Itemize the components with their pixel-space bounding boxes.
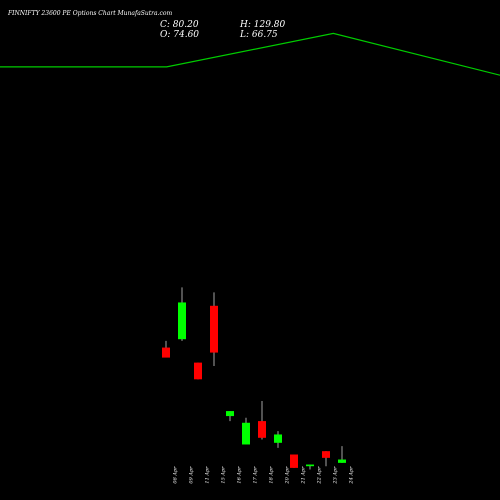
low-value: L: 66.75 [239,30,278,40]
open-value: O: 74.60 [160,30,199,40]
candle-body [338,459,346,463]
candle-body [226,411,234,417]
candle-body [178,302,186,340]
candles-group [162,287,346,470]
x-tick-label: 20 Apr [285,466,291,485]
overlay-line [0,32,500,76]
x-tick-label: 08 Apr [173,466,179,484]
x-tick-label: 24 Apr [349,466,355,485]
x-tick-label: 17 Apr [253,466,259,484]
candle-body [242,422,250,445]
x-tick-label: 09 Apr [189,466,195,484]
x-tick-label: 22 Apr [317,466,323,485]
candle-body [162,347,170,358]
candle-body [306,464,314,467]
x-tick-label: 21 Apr [301,466,307,485]
x-tick-label: 23 Apr [333,466,339,485]
close-value: C: 80.20 [160,20,199,30]
x-tick-label: 16 Apr [237,466,243,484]
x-tick-label: 18 Apr [269,466,275,484]
chart-title: FINNIFTY 23600 PE Options Chart MunafaSu… [7,10,172,17]
candle-body [322,451,330,458]
high-value: H: 129.80 [239,20,286,30]
candle-body [258,421,266,438]
x-tick-label: 11 Apr [205,466,211,484]
candle-body [290,454,298,468]
overlay-line-group [0,32,500,76]
candle-body [210,305,218,353]
candle-body [274,434,282,443]
x-tick-labels: 08 Apr 09 Apr 11 Apr 15 Apr 16 Apr 17 Apr 18 A… [173,466,355,485]
x-tick-label: 15 Apr [221,466,227,484]
candle-body [194,362,202,380]
